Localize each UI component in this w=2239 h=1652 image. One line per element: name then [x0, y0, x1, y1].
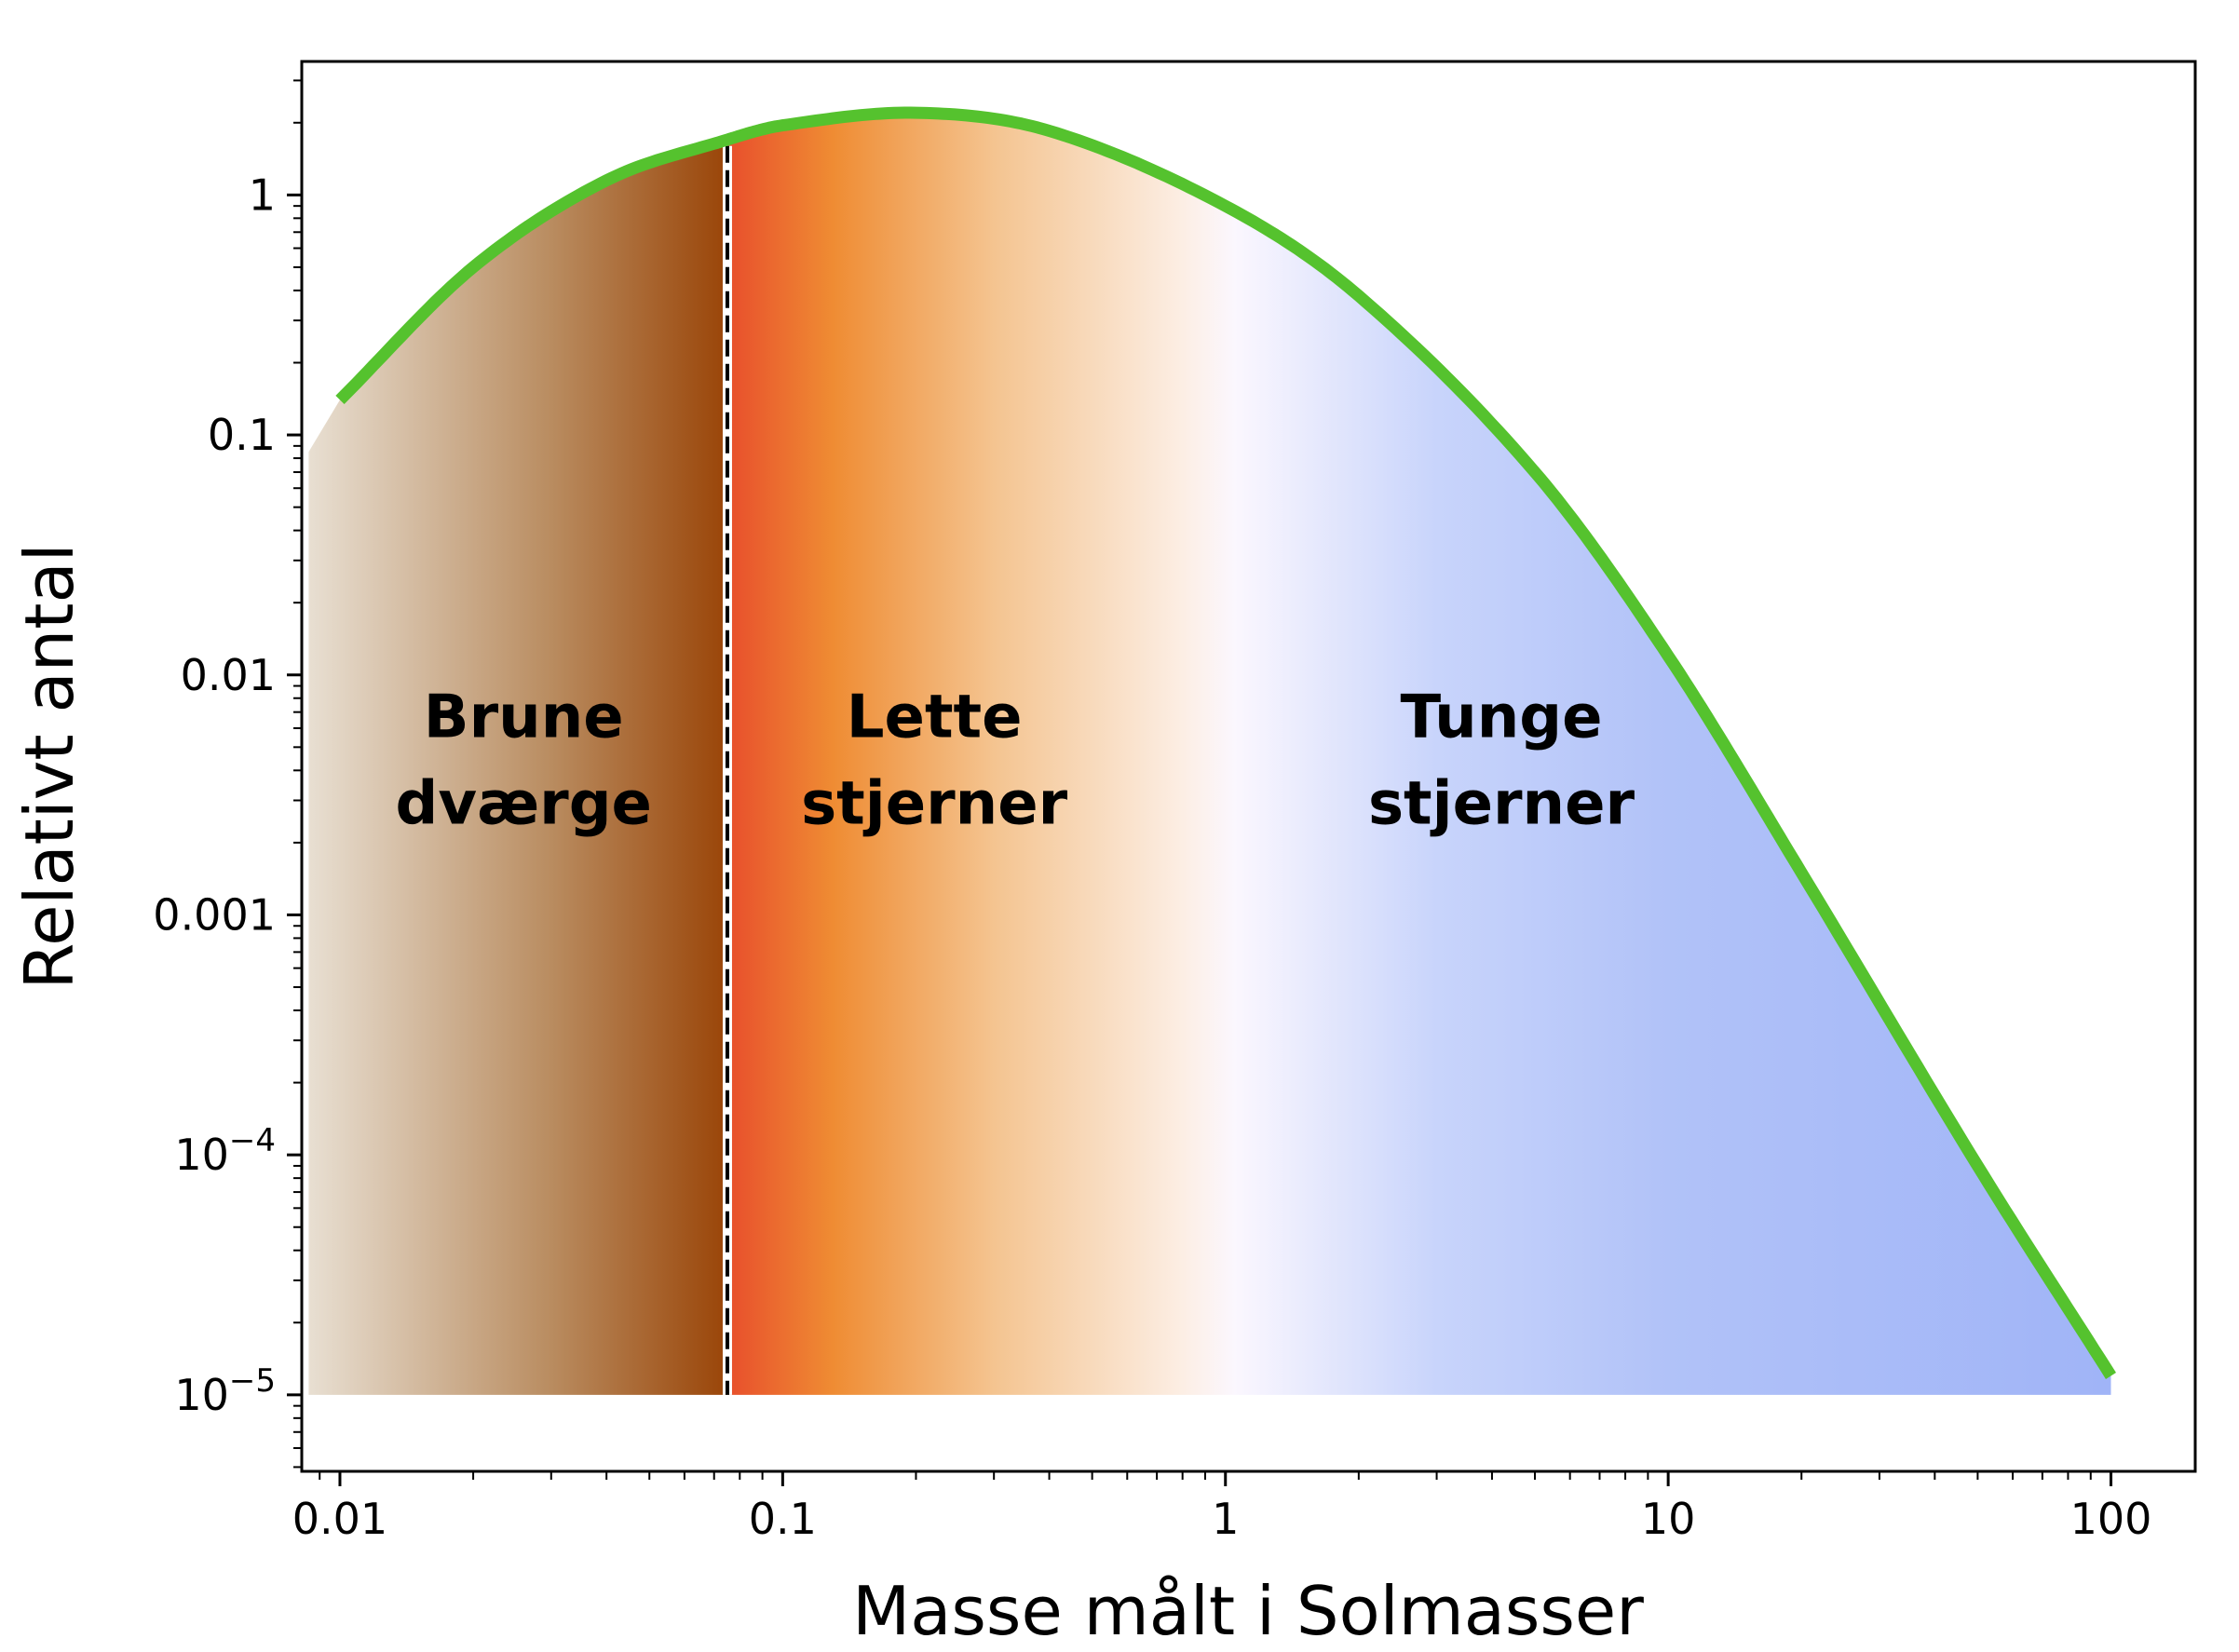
mass-function-curve: [335, 106, 2117, 1379]
x-axis-title: Masse målt i Solmasser: [852, 1572, 1644, 1650]
x-tick-label: 0.1: [749, 1494, 817, 1544]
x-tick-label: 10: [1641, 1494, 1696, 1544]
mass-function-fill: [308, 113, 2111, 1395]
y-tick-label: 0.01: [181, 650, 276, 700]
y-tick-label: 1: [249, 169, 276, 220]
x-tick-label: 100: [2070, 1494, 2152, 1544]
region-label-2-line-1: Lette: [847, 684, 1023, 752]
y-axis-title: Relativt antal: [10, 543, 88, 989]
region-labels: Brune dværge Lette stjerner Tunge stjerner: [396, 684, 1635, 839]
region-label-3-line-2: stjerner: [1368, 769, 1635, 838]
plot-area: [308, 106, 2117, 1395]
x-tick-label: 1: [1212, 1494, 1239, 1544]
x-tick-label: 0.01: [292, 1494, 387, 1544]
region-label-1-line-2: dværge: [396, 769, 652, 838]
y-tick-label: 0.1: [208, 410, 276, 460]
y-tick-label: 0.001: [153, 889, 276, 940]
region-label-3-line-1: Tunge: [1401, 684, 1603, 752]
region-label-2-line-2: stjerner: [801, 769, 1068, 838]
region-label-1-line-1: Brune: [424, 684, 624, 752]
plot-frame: [300, 60, 2197, 1473]
